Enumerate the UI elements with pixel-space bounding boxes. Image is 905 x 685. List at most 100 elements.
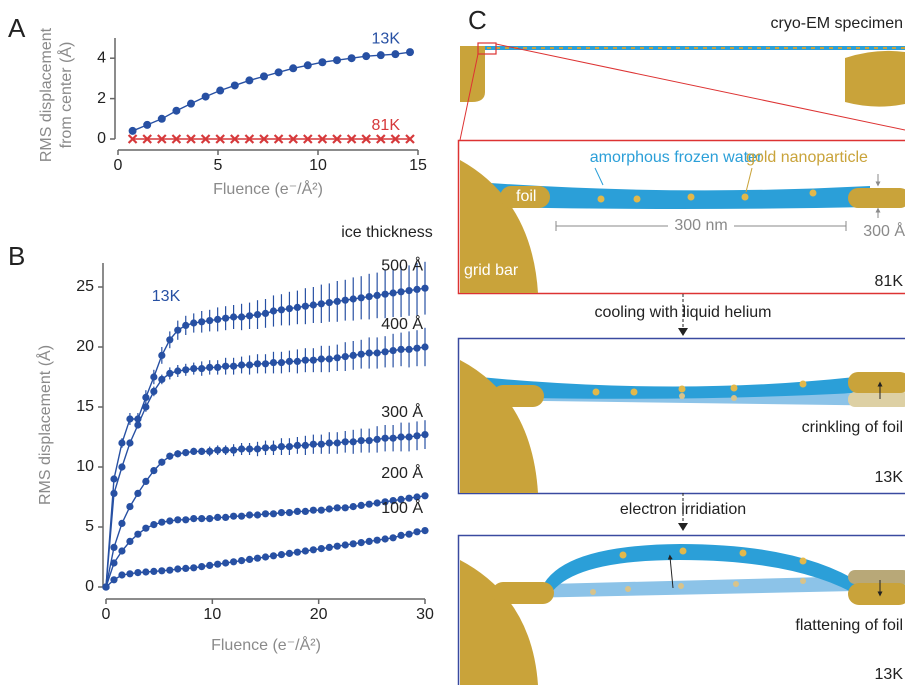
marker bbox=[405, 531, 412, 538]
marker bbox=[190, 365, 197, 372]
marker bbox=[254, 311, 261, 318]
series-label: 81K bbox=[372, 117, 401, 134]
x-tick-label: 20 bbox=[310, 606, 328, 623]
marker bbox=[342, 504, 349, 511]
marker bbox=[286, 509, 293, 516]
marker bbox=[406, 48, 414, 56]
marker bbox=[302, 357, 309, 364]
marker bbox=[134, 490, 141, 497]
marker bbox=[102, 583, 109, 590]
marker bbox=[129, 127, 137, 135]
marker bbox=[174, 516, 181, 523]
specimen-label: cryo-EM specimen bbox=[771, 15, 903, 32]
marker bbox=[270, 307, 277, 314]
x-tick-label: 15 bbox=[409, 157, 427, 174]
marker bbox=[110, 559, 117, 566]
marker bbox=[150, 521, 157, 528]
marker bbox=[358, 294, 365, 301]
marker bbox=[326, 439, 333, 446]
series-line bbox=[133, 52, 410, 131]
marker bbox=[334, 439, 341, 446]
marker bbox=[310, 357, 317, 364]
y-tick-label: 0 bbox=[97, 130, 106, 147]
marker bbox=[142, 568, 149, 575]
marker bbox=[222, 363, 229, 370]
foil-label: foil bbox=[516, 188, 536, 205]
marker bbox=[150, 373, 157, 380]
marker bbox=[245, 76, 253, 84]
marker bbox=[118, 439, 125, 446]
marker bbox=[397, 346, 404, 353]
temperature: 13K bbox=[875, 469, 904, 486]
marker bbox=[134, 531, 141, 538]
x-tick-label: 30 bbox=[416, 606, 434, 623]
marker bbox=[350, 295, 357, 302]
marker bbox=[246, 361, 253, 368]
marker bbox=[222, 447, 229, 454]
x-tick-label: 5 bbox=[214, 157, 223, 174]
figure: A051015024Fluence (e⁻/Å²)RMS displacemen… bbox=[0, 0, 905, 685]
marker bbox=[304, 61, 312, 69]
y-tick-label: 2 bbox=[97, 90, 106, 107]
marker bbox=[262, 444, 269, 451]
marker bbox=[206, 317, 213, 324]
marker bbox=[126, 503, 133, 510]
temperature: 13K bbox=[875, 666, 904, 683]
marker bbox=[142, 478, 149, 485]
marker bbox=[294, 442, 301, 449]
y-tick-label: 10 bbox=[76, 458, 94, 475]
marker bbox=[238, 557, 245, 564]
particle-label: gold nanoparticle bbox=[746, 149, 868, 166]
marker bbox=[262, 360, 269, 367]
marker bbox=[174, 450, 181, 457]
marker bbox=[246, 445, 253, 452]
marker bbox=[289, 64, 297, 72]
marker bbox=[294, 304, 301, 311]
marker bbox=[421, 431, 428, 438]
series-label: 13K bbox=[372, 30, 401, 47]
marker bbox=[342, 438, 349, 445]
marker bbox=[134, 569, 141, 576]
marker bbox=[214, 561, 221, 568]
marker bbox=[206, 448, 213, 455]
series-label: 100 Å bbox=[381, 498, 423, 517]
x-tick-label: 0 bbox=[114, 157, 123, 174]
marker bbox=[318, 441, 325, 448]
series-label: 200 Å bbox=[381, 463, 423, 482]
marker bbox=[190, 319, 197, 326]
marker bbox=[270, 444, 277, 451]
x-axis-label: Fluence (e⁻/Å²) bbox=[213, 179, 323, 198]
marker bbox=[262, 510, 269, 517]
marker bbox=[254, 445, 261, 452]
marker bbox=[143, 121, 151, 129]
marker bbox=[390, 435, 397, 442]
marker bbox=[358, 539, 365, 546]
marker bbox=[348, 54, 356, 62]
marker bbox=[182, 565, 189, 572]
marker bbox=[374, 436, 381, 443]
foil-before bbox=[848, 570, 905, 584]
marker bbox=[230, 558, 237, 565]
page: {"chart_data": [ {"type": "line", "panel… bbox=[0, 0, 905, 685]
marker bbox=[278, 509, 285, 516]
marker bbox=[318, 300, 325, 307]
marker bbox=[333, 56, 341, 64]
marker bbox=[198, 365, 205, 372]
marker bbox=[326, 505, 333, 512]
marker bbox=[390, 347, 397, 354]
marker bbox=[397, 433, 404, 440]
water-label: amorphous frozen water bbox=[590, 149, 763, 166]
series-label: 300 Å bbox=[381, 402, 423, 421]
marker bbox=[254, 555, 261, 562]
marker bbox=[413, 286, 420, 293]
marker bbox=[166, 567, 173, 574]
marker bbox=[374, 292, 381, 299]
pointer bbox=[746, 168, 752, 192]
marker bbox=[231, 81, 239, 89]
marker bbox=[334, 543, 341, 550]
marker bbox=[158, 115, 166, 123]
x-tick-label: 0 bbox=[102, 606, 111, 623]
marker bbox=[214, 514, 221, 521]
marker bbox=[286, 550, 293, 557]
marker bbox=[405, 346, 412, 353]
